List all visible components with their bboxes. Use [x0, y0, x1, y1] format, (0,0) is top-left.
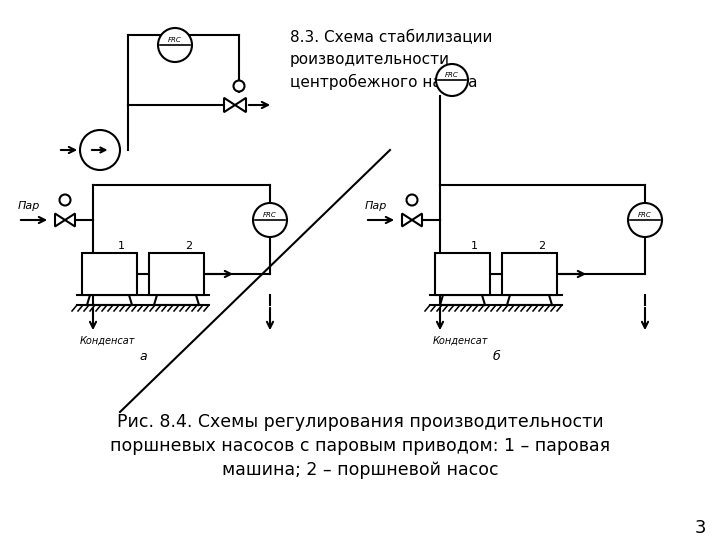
Text: Пар: Пар [365, 201, 387, 211]
Circle shape [158, 28, 192, 62]
Polygon shape [402, 213, 412, 226]
Circle shape [80, 130, 120, 170]
Bar [435, 253, 490, 295]
Text: FRC: FRC [445, 72, 459, 78]
Text: Конденсат: Конденсат [80, 336, 135, 346]
Polygon shape [224, 98, 235, 112]
Text: б: б [492, 350, 500, 363]
Text: 1: 1 [118, 241, 125, 251]
Text: поршневых насосов с паровым приводом: 1 – паровая: поршневых насосов с паровым приводом: 1 … [110, 437, 610, 455]
Circle shape [233, 80, 245, 91]
Polygon shape [235, 98, 246, 112]
Circle shape [436, 64, 468, 96]
Polygon shape [55, 213, 65, 226]
Text: а: а [139, 350, 147, 363]
Text: Рис. 8.4. Схемы регулирования производительности: Рис. 8.4. Схемы регулирования производит… [117, 413, 603, 431]
Text: FRC: FRC [263, 212, 277, 218]
Text: машина; 2 – поршневой насос: машина; 2 – поршневой насос [222, 461, 498, 479]
Text: FRC: FRC [168, 37, 182, 43]
Circle shape [253, 203, 287, 237]
Bar [82, 253, 137, 295]
Circle shape [628, 203, 662, 237]
Text: Конденсат: Конденсат [433, 336, 488, 346]
Text: центробежного насоса: центробежного насоса [290, 74, 477, 90]
Polygon shape [412, 213, 422, 226]
Text: Пар: Пар [18, 201, 40, 211]
Text: 1: 1 [471, 241, 478, 251]
Text: 3: 3 [694, 519, 706, 537]
Bar [502, 253, 557, 295]
Text: 2: 2 [538, 241, 545, 251]
Circle shape [60, 194, 71, 206]
Text: роизводительности: роизводительности [290, 52, 450, 67]
Bar [149, 253, 204, 295]
Text: FRC: FRC [638, 212, 652, 218]
Polygon shape [65, 213, 75, 226]
Circle shape [407, 194, 418, 206]
Text: 8.3. Схема стабилизации: 8.3. Схема стабилизации [290, 30, 492, 45]
Text: 2: 2 [185, 241, 192, 251]
